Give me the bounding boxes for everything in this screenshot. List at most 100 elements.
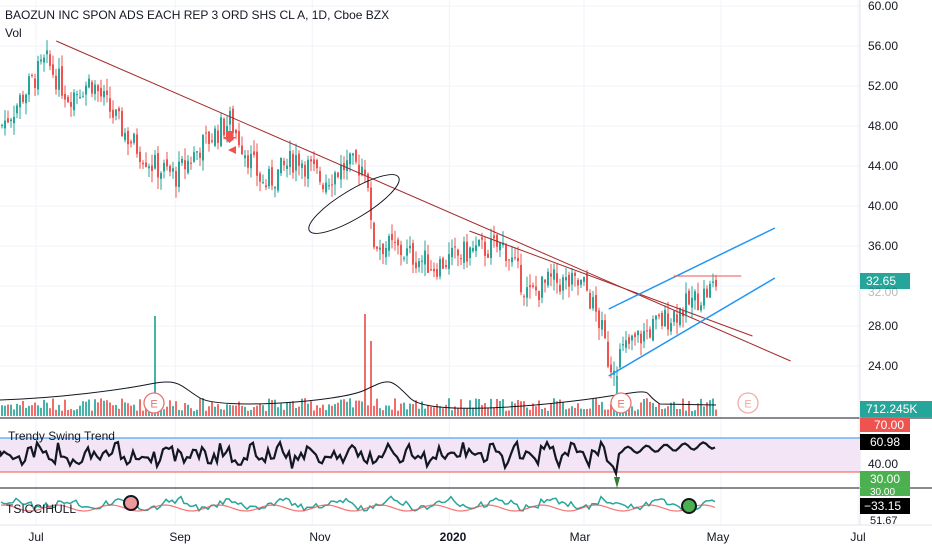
candle-body bbox=[223, 118, 225, 136]
volume-bar bbox=[448, 398, 450, 416]
volume-bar bbox=[643, 398, 645, 416]
signal-circle bbox=[681, 498, 697, 514]
price-tick-label: 60.00 bbox=[868, 0, 898, 13]
volume-bar bbox=[445, 404, 447, 416]
candle-body bbox=[88, 78, 90, 88]
candle-body bbox=[496, 234, 498, 247]
volume-bar bbox=[214, 406, 216, 416]
volume-bar bbox=[40, 407, 42, 416]
candle-body bbox=[520, 265, 522, 293]
volume-bar bbox=[325, 410, 327, 416]
volume-bar bbox=[373, 405, 375, 416]
volume-bar bbox=[268, 398, 270, 416]
candle-body bbox=[175, 171, 177, 187]
candle-body bbox=[406, 248, 408, 256]
volume-bar bbox=[76, 409, 78, 416]
candle-body bbox=[550, 273, 552, 277]
volume-bar bbox=[292, 401, 294, 416]
candle-body bbox=[145, 162, 147, 168]
candle-body bbox=[142, 162, 144, 165]
price-tick-label: 44.00 bbox=[868, 159, 898, 173]
volume-bar bbox=[451, 410, 453, 416]
indicator1-value-tag bbox=[860, 434, 910, 450]
volume-value-label: 712.245K bbox=[866, 402, 917, 416]
candle-body bbox=[394, 241, 396, 243]
volume-bar bbox=[565, 409, 567, 416]
candle-body bbox=[382, 243, 384, 255]
volume-bar bbox=[586, 408, 588, 416]
volume-bar bbox=[574, 407, 576, 416]
volume-bar bbox=[538, 400, 540, 416]
volume-bar bbox=[319, 407, 321, 416]
candle-body bbox=[565, 277, 567, 281]
volume-bar bbox=[298, 406, 300, 416]
candle-body bbox=[574, 272, 576, 276]
volume-bar bbox=[124, 402, 126, 416]
volume-bar bbox=[697, 403, 699, 416]
time-tick-label: Nov bbox=[309, 530, 330, 544]
volume-bar bbox=[277, 407, 279, 416]
volume-bar bbox=[307, 403, 309, 416]
volume-bar bbox=[457, 408, 459, 416]
volume-bar bbox=[709, 400, 711, 416]
volume-bar bbox=[67, 409, 69, 416]
candle-body bbox=[256, 151, 258, 176]
candle-body bbox=[646, 330, 648, 332]
volume-bar bbox=[295, 408, 297, 416]
volume-bar bbox=[652, 403, 654, 416]
candle-body bbox=[244, 155, 246, 159]
volume-bar bbox=[424, 408, 426, 416]
candle-body bbox=[412, 243, 414, 265]
candle-body bbox=[349, 153, 351, 165]
volume-bar bbox=[340, 399, 342, 416]
candle-body bbox=[475, 245, 477, 252]
indicator1-lower-tag bbox=[860, 471, 910, 487]
candle-body bbox=[391, 233, 393, 241]
candle-body bbox=[190, 162, 192, 164]
volume-bar bbox=[505, 410, 507, 416]
candle-body bbox=[265, 185, 267, 188]
candle-body bbox=[340, 164, 342, 180]
volume-bar bbox=[514, 403, 516, 416]
candle-body bbox=[214, 128, 216, 146]
volume-bar bbox=[661, 409, 663, 416]
volume-bar bbox=[193, 410, 195, 416]
candle-body bbox=[556, 273, 558, 283]
candle-body bbox=[463, 241, 465, 263]
candle-body bbox=[589, 292, 591, 309]
volume-bar bbox=[442, 408, 444, 416]
volume-bar bbox=[304, 398, 306, 416]
volume-bar bbox=[589, 408, 591, 416]
candle-body bbox=[16, 105, 18, 114]
candle-body bbox=[217, 130, 219, 143]
candle-body bbox=[598, 310, 600, 329]
volume-bar bbox=[211, 402, 213, 416]
volume-ma-line bbox=[0, 381, 717, 409]
volume-bar bbox=[220, 409, 222, 416]
candle-body bbox=[205, 132, 207, 134]
volume-bar bbox=[199, 398, 201, 416]
candle-body bbox=[220, 117, 222, 147]
volume-bar bbox=[118, 408, 120, 416]
volume-bar bbox=[559, 399, 561, 416]
volume-bar bbox=[583, 409, 585, 416]
trendline-channel-lower bbox=[608, 277, 776, 377]
candles bbox=[1, 40, 717, 386]
volume-bar bbox=[301, 398, 303, 416]
volume-bar bbox=[91, 410, 93, 416]
volume-bar bbox=[640, 402, 642, 416]
candle-body bbox=[232, 108, 234, 133]
volume-bar bbox=[436, 403, 438, 416]
candle-body bbox=[229, 110, 231, 125]
candle-body bbox=[79, 97, 81, 99]
indicator2-tick-label: 30.00 bbox=[870, 487, 895, 498]
candle-body bbox=[634, 333, 636, 338]
volume-bar bbox=[508, 410, 510, 416]
volume-bar bbox=[103, 400, 105, 416]
time-tick-label: Jul bbox=[850, 530, 865, 544]
candle-body bbox=[292, 153, 294, 173]
current-price-tag bbox=[860, 273, 910, 289]
volume-bar bbox=[415, 400, 417, 416]
volume-bar bbox=[73, 410, 75, 416]
